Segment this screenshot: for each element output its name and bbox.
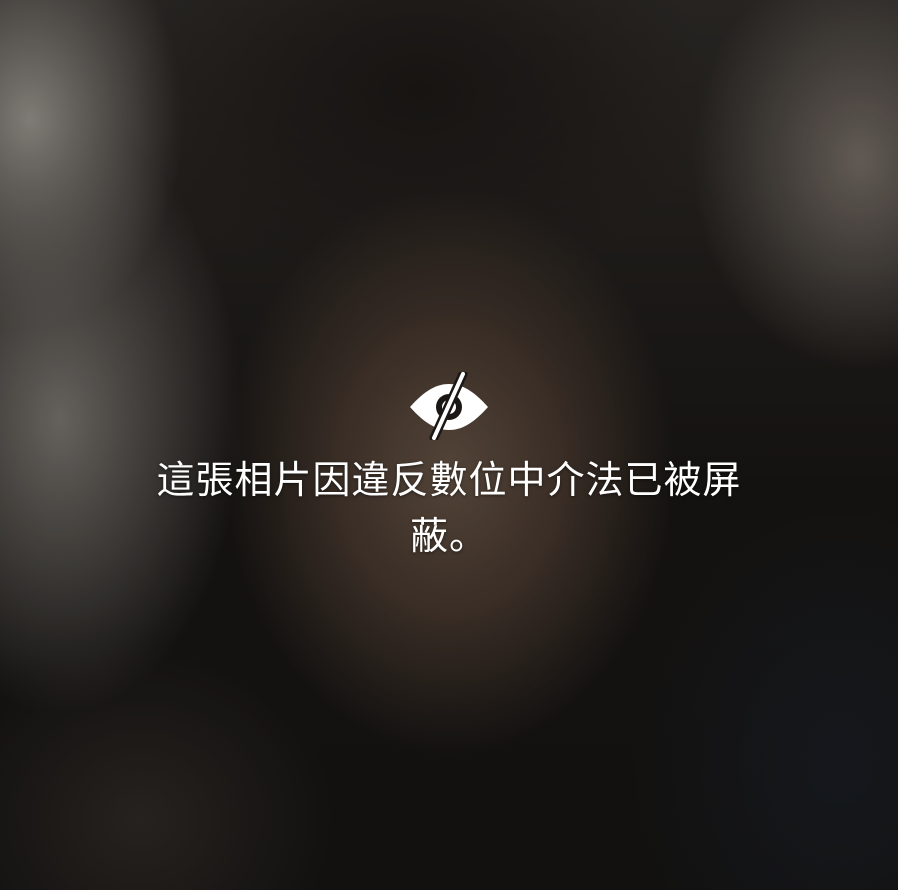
eye-slash-icon	[410, 372, 488, 440]
blocked-message: 這張相片因違反數位中介法已被屏蔽。	[156, 458, 742, 558]
blocked-notice: 這張相片因違反數位中介法已被屏蔽。	[0, 372, 898, 564]
